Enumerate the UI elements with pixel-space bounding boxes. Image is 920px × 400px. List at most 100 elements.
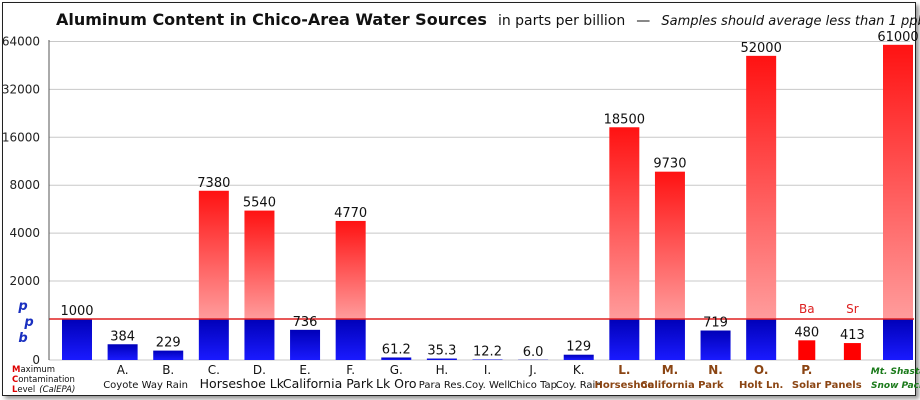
bar <box>290 329 321 360</box>
category-name: Horseshoe Lk <box>200 376 285 391</box>
chart-dash: — <box>636 13 650 29</box>
category-letter: H. <box>436 363 449 377</box>
data-label: 61000 <box>877 30 918 45</box>
data-label: 6.0 <box>523 345 544 360</box>
data-label: 736 <box>293 315 318 330</box>
bar <box>563 354 594 360</box>
chart-subtitle: Samples should average less than 1 ppb <box>661 14 920 29</box>
category-letter: O. <box>754 363 769 377</box>
category-name: Snow Pack <box>871 381 920 391</box>
element-label: Ba <box>799 302 815 316</box>
bar <box>472 359 503 360</box>
y-tick-label: 32000 <box>2 82 40 96</box>
category-letter: M. <box>662 363 679 377</box>
y-tick-label: 2000 <box>9 274 40 288</box>
y-axis-label-char: b <box>18 331 27 346</box>
category-name: Coy. Well <box>465 380 510 391</box>
category-letter: C. <box>208 363 220 377</box>
bar-base-segment <box>746 319 777 360</box>
category-name: Holt Ln. <box>739 380 783 391</box>
category-name: Solar Panels <box>792 380 862 391</box>
bar-upper-segment <box>746 55 777 319</box>
bar-base-segment <box>654 319 685 360</box>
data-label: 719 <box>703 316 728 331</box>
mcl-rest: evel <box>17 385 35 395</box>
y-tick-label: 4000 <box>9 226 40 240</box>
bar <box>153 350 184 360</box>
mcl-label-line: Level (CalEPA) <box>12 385 75 395</box>
category-name: Chico Tap <box>509 380 557 391</box>
category-letter: F. <box>346 363 355 377</box>
category-letter: P. <box>801 363 812 377</box>
y-axis-label-char: p <box>23 315 33 330</box>
mcl-initial: L <box>12 385 18 395</box>
bar-base-segment <box>198 319 229 360</box>
data-label: 413 <box>840 328 865 343</box>
category-name: Lk Oro <box>376 376 417 391</box>
category-name: California Park <box>283 376 374 391</box>
mcl-rest: ontamination <box>18 375 75 385</box>
chart-title-line: Aluminum Content in Chico-Area Water Sou… <box>56 10 920 29</box>
y-tick-label: 0 <box>32 353 40 367</box>
data-label: 7380 <box>197 176 230 191</box>
bar <box>381 357 412 360</box>
category-letter: L. <box>618 363 630 377</box>
category-letter: I. <box>484 363 491 377</box>
data-label: 1000 <box>60 304 93 319</box>
bar-upper-segment <box>654 171 685 319</box>
mcl-initial: M <box>12 365 20 375</box>
bars <box>62 44 913 360</box>
bar-upper-segment <box>883 44 913 319</box>
category-letter: K. <box>573 363 585 377</box>
y-tick-label: 16000 <box>2 130 40 144</box>
data-label: 52000 <box>740 41 781 56</box>
category-letter: D. <box>253 363 266 377</box>
bar <box>426 358 457 360</box>
category-letter: J. <box>528 363 536 377</box>
bar-base-segment <box>883 319 913 360</box>
category-letter: B. <box>162 363 174 377</box>
data-label: 35.3 <box>427 344 456 359</box>
bar <box>798 340 816 360</box>
category-name: Para Res. <box>419 380 465 391</box>
gridlines <box>49 41 910 361</box>
category-letter: E. <box>299 363 310 377</box>
mcl-initial: C <box>12 375 18 385</box>
category-letter: A. <box>117 363 129 377</box>
mcl-label-line: Contamination <box>12 375 75 385</box>
bar <box>62 319 92 360</box>
data-label: 61.2 <box>382 342 411 357</box>
category-letter: N. <box>708 363 723 377</box>
category-name: Coyote Way Rain <box>103 380 188 391</box>
value-labels: 1000 384 229 7380 5540 736 4770 61.2 35.3 12.2 6.0… <box>60 30 918 360</box>
mcl-source: (CalEPA) <box>39 385 75 395</box>
bar-upper-segment <box>609 127 640 319</box>
data-label: 5540 <box>243 196 276 211</box>
y-axis-label: ppb <box>17 299 33 346</box>
category-name: California Park <box>640 380 724 391</box>
data-label: 480 <box>794 325 819 340</box>
data-label: 129 <box>566 340 591 355</box>
y-tick-label: 64000 <box>2 35 40 49</box>
bar <box>700 330 731 360</box>
y-axis-ticks: 0 2000 4000 8000 16000 32000 64000 <box>2 35 40 368</box>
mcl-label-line: Maximum <box>12 365 55 375</box>
data-label: 384 <box>110 329 135 344</box>
category-name: Mt. Shasta <box>871 367 920 377</box>
data-label: 4770 <box>334 206 367 221</box>
data-label: 18500 <box>604 112 645 127</box>
bar-base-segment <box>244 319 275 360</box>
category-letter: G. <box>390 363 403 377</box>
mcl-rest: aximum <box>20 365 55 375</box>
bar-upper-segment <box>198 190 229 319</box>
bar-base-segment <box>335 319 366 360</box>
chart-title: Aluminum Content in Chico-Area Water Sou… <box>56 10 487 29</box>
bar-upper-segment <box>335 220 366 319</box>
y-tick-label: 8000 <box>9 178 40 192</box>
data-label: 229 <box>156 336 181 351</box>
category-name: Coy. Rain <box>556 380 602 391</box>
data-label: 12.2 <box>473 344 502 359</box>
y-axis-label-char: p <box>17 299 27 314</box>
bar <box>107 344 138 360</box>
